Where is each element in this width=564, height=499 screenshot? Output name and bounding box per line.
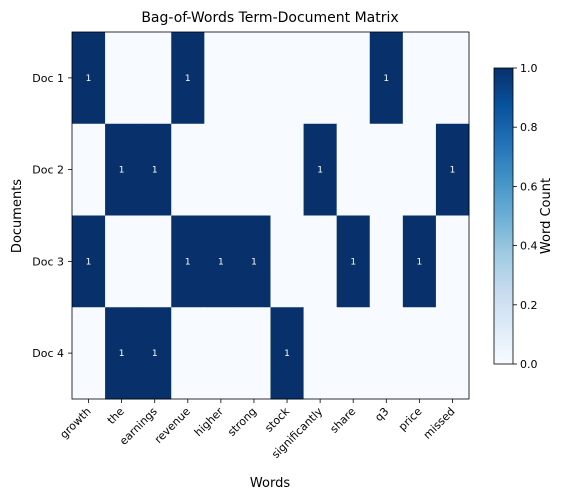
x-tick-label: missed — [421, 405, 458, 442]
colorbar-tick-label: 0.4 — [520, 240, 538, 253]
x-tick-label: revenue — [152, 405, 193, 446]
cell-value-label: 1 — [450, 166, 456, 176]
heatmap-cell — [138, 123, 172, 216]
heatmap-cell — [369, 307, 404, 400]
heatmap-cell — [204, 32, 238, 125]
y-axis-label: Documents — [10, 179, 25, 253]
y-tick-label: Doc 4 — [32, 347, 64, 360]
heatmap-cell — [369, 123, 404, 216]
heatmap-cell — [270, 123, 305, 216]
heatmap-cell — [138, 307, 172, 400]
heatmap-cell — [303, 32, 338, 125]
cell-value-label: 1 — [417, 257, 423, 267]
heatmap-cell — [72, 307, 106, 400]
heatmap-cell — [336, 123, 371, 216]
cell-value-label: 1 — [284, 349, 290, 359]
heatmap-cell — [402, 215, 437, 308]
cell-value-label: 1 — [86, 257, 92, 267]
heatmap-cell — [435, 307, 470, 400]
chart-title: Bag-of-Words Term-Document Matrix — [141, 10, 398, 26]
heatmap-cell — [435, 215, 470, 308]
heatmap-cell — [204, 307, 238, 400]
heatmap-cell — [303, 307, 338, 400]
colorbar-tick-label: 0.6 — [520, 180, 538, 193]
x-tick-label: growth — [57, 405, 93, 441]
cell-value-label: 1 — [119, 349, 125, 359]
heatmap-cell — [138, 215, 172, 308]
heatmap-cell — [171, 123, 205, 216]
cell-value-labels: 1 1 1 1 1 1 1 1 1 1 1 1 1 1 1 1 — [86, 74, 456, 359]
plot-frame — [71, 31, 470, 400]
x-tick-label: price — [396, 405, 425, 434]
x-tick-label: higher — [192, 405, 226, 439]
heatmap-cell — [402, 32, 437, 125]
heatmap-cell — [270, 215, 305, 308]
x-axis-label: Words — [250, 476, 290, 491]
heatmap-cell — [72, 32, 106, 125]
heatmap-cell — [369, 32, 404, 125]
y-tick-label: Doc 1 — [32, 72, 64, 85]
heatmap-cell — [237, 215, 271, 308]
heatmap-cell — [402, 123, 437, 216]
x-tick-label: stock — [262, 404, 292, 434]
heatmap-cell — [105, 32, 139, 125]
colorbar: 0.0 0.2 0.4 0.6 0.8 1.0 Word Count — [493, 62, 554, 371]
heatmap-cell — [237, 32, 271, 125]
cell-value-label: 1 — [119, 166, 125, 176]
heatmap-cell — [402, 307, 437, 400]
heatmap-cell — [72, 215, 106, 308]
heatmap-cell — [237, 123, 271, 216]
heatmap-cell — [303, 215, 338, 308]
heatmap-cell — [204, 215, 238, 308]
x-tick-label: q3 — [372, 405, 391, 424]
y-tick-label: Doc 3 — [32, 255, 64, 268]
heatmap-cell — [171, 215, 205, 308]
cell-value-label: 1 — [251, 257, 257, 267]
cell-value-label: 1 — [185, 74, 191, 84]
cell-value-label: 1 — [383, 74, 389, 84]
heatmap-cell — [336, 307, 371, 400]
heatmap-cell — [270, 307, 305, 400]
x-tick-label: strong — [225, 405, 259, 439]
heatmap-cell — [270, 32, 305, 125]
cell-value-label: 1 — [350, 257, 356, 267]
cell-value-label: 1 — [317, 166, 323, 176]
colorbar-gradient — [493, 67, 514, 365]
cell-value-label: 1 — [152, 349, 158, 359]
heatmap-cell — [336, 215, 371, 308]
y-tick-label: Doc 2 — [32, 164, 64, 177]
colorbar-tick-label: 0.8 — [520, 121, 538, 134]
heatmap-cell — [204, 123, 238, 216]
colorbar-tick-label: 0.0 — [520, 358, 538, 371]
cell-value-label: 1 — [185, 257, 191, 267]
y-axis-ticks: Doc 1 Doc 2 Doc 3 Doc 4 — [32, 72, 72, 360]
cell-value-label: 1 — [86, 74, 92, 84]
colorbar-ticks: 0.0 0.2 0.4 0.6 0.8 1.0 — [513, 62, 538, 371]
heatmap-cell — [237, 307, 271, 400]
heatmap-cell — [336, 32, 371, 125]
heatmap-cell — [435, 32, 470, 125]
heatmap-cell — [171, 307, 205, 400]
heatmap-cell — [303, 123, 338, 216]
heatmap-cells — [72, 32, 470, 400]
cell-value-label: 1 — [218, 257, 224, 267]
colorbar-tick-label: 1.0 — [520, 62, 538, 75]
heatmap-cell — [138, 32, 172, 125]
colorbar-label: Word Count — [539, 178, 554, 254]
heatmap-cell — [435, 123, 470, 216]
heatmap-cell — [105, 215, 139, 308]
colorbar-tick-label: 0.2 — [520, 299, 538, 312]
heatmap-cell — [72, 123, 106, 216]
cell-value-label: 1 — [152, 166, 158, 176]
heatmap-cell — [105, 123, 139, 216]
x-tick-label: share — [328, 405, 359, 436]
heatmap-cell — [171, 32, 205, 125]
heatmap-cell — [105, 307, 139, 400]
heatmap-cell — [369, 215, 404, 308]
x-tick-label: the — [105, 405, 127, 427]
